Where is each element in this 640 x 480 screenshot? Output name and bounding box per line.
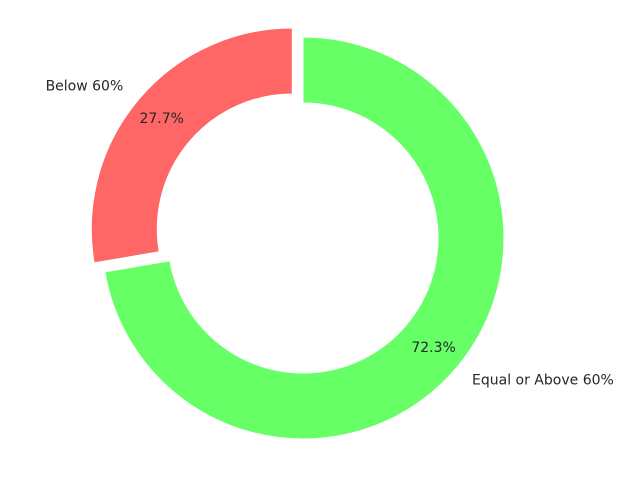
slice-0 [90, 27, 293, 264]
slice-pct-label-0: 27.7% [139, 111, 183, 127]
slice-label-1: Equal or Above 60% [472, 373, 614, 389]
labels-group: Below 60% 27.7% Equal or Above 60% 72.3% [46, 78, 614, 388]
slice-pct-label-1: 72.3% [411, 340, 455, 356]
slices-group [90, 27, 505, 440]
slice-label-0: Below 60% [46, 78, 124, 94]
slice-1 [104, 36, 505, 440]
